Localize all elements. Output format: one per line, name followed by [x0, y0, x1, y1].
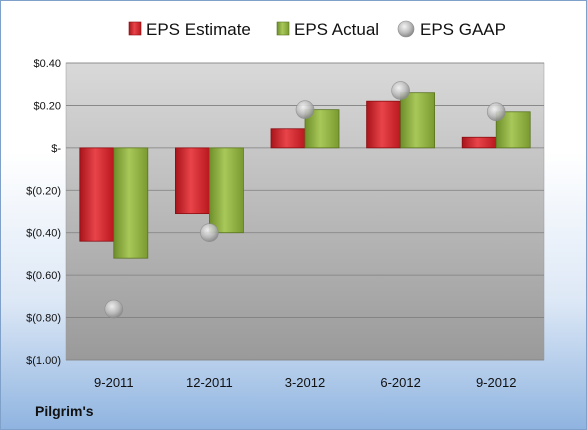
legend-label: EPS Actual: [294, 20, 379, 39]
legend-swatch: [276, 21, 290, 36]
x-category-label: 9-2011: [94, 375, 134, 390]
x-axis: 9-2011 12-2011 3-2012 6-2012 9-2012: [94, 375, 516, 390]
gaap-markers: [104, 81, 506, 319]
gaap-marker: [486, 102, 506, 122]
y-tick-label: $(0.40): [26, 228, 61, 240]
y-tick-label: $(0.80): [26, 313, 61, 325]
company-name: Pilgrim's: [35, 403, 94, 419]
y-tick-label: $(1.00): [26, 355, 61, 367]
bar-estimate: [270, 128, 306, 149]
x-category-label: 3-2012: [285, 375, 325, 390]
bar-actual: [400, 92, 436, 149]
x-category-label: 9-2012: [476, 375, 516, 390]
bar-estimate: [174, 147, 210, 215]
bar-actual: [208, 147, 244, 234]
legend-label: EPS GAAP: [420, 20, 506, 39]
gaap-marker: [104, 299, 124, 319]
x-category-label: 6-2012: [380, 375, 420, 390]
gaap-marker: [295, 100, 315, 119]
y-axis: $0.40 $0.20 $- $(0.20) $(0.40) $(0.60) $(0.80)…: [26, 58, 61, 367]
chart-legend: EPS Estimate EPS Actual EPS GAAP: [128, 20, 506, 39]
gaap-marker: [391, 81, 410, 100]
x-category-label: 12-2011: [186, 375, 233, 390]
bar-estimate: [366, 100, 402, 149]
y-tick-label: $0.20: [33, 100, 61, 112]
legend-label: EPS Estimate: [146, 20, 251, 39]
y-tick-label: $(0.60): [26, 270, 61, 282]
bar-estimate: [461, 136, 497, 149]
y-tick-label: $-: [51, 143, 61, 155]
bar-actual: [113, 147, 149, 259]
bar-estimate: [79, 147, 115, 242]
legend-swatch: [128, 21, 142, 36]
legend-swatch: [397, 20, 415, 38]
y-tick-label: $(0.20): [26, 185, 61, 197]
gaap-marker: [200, 223, 219, 243]
bars: [79, 92, 531, 259]
y-tick-label: $0.40: [33, 58, 61, 70]
